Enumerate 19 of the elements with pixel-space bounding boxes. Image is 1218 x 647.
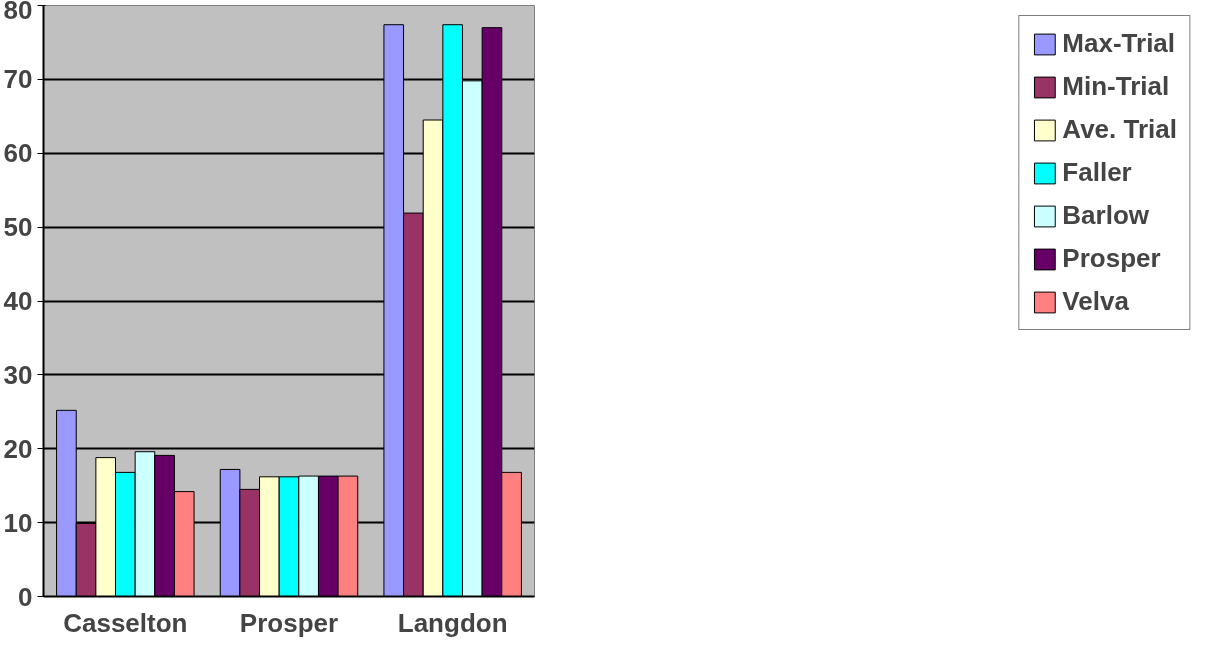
- x-tick-label: Langdon: [397, 607, 508, 638]
- y-tick-label: 20: [3, 433, 33, 464]
- y-tick-label: 0: [18, 581, 33, 612]
- legend-label: Velva: [1062, 286, 1129, 317]
- y-tick-label: 30: [3, 359, 33, 390]
- legend-label: Max-Trial: [1062, 28, 1176, 59]
- y-tick-label: 40: [3, 286, 33, 316]
- y-tick-label: 60: [3, 138, 33, 169]
- legend-label: Barlow: [1062, 200, 1150, 231]
- y-tick-label: 80: [3, 0, 33, 25]
- x-tick-label: Prosper: [239, 607, 339, 638]
- y-tick-label: 10: [3, 507, 33, 538]
- y-tick-label: 50: [3, 212, 33, 243]
- x-tick-label: Casselton: [63, 607, 188, 638]
- legend-label: Min-Trial: [1062, 71, 1170, 102]
- legend-label: Ave. Trial: [1062, 114, 1177, 145]
- legend-label: Prosper: [1062, 243, 1161, 274]
- y-tick-label: 70: [3, 64, 33, 95]
- legend-label: Faller: [1062, 157, 1132, 188]
